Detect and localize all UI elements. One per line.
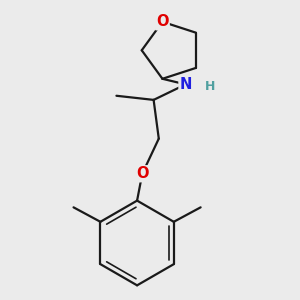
Text: N: N: [179, 77, 192, 92]
Text: O: O: [156, 14, 169, 29]
Text: H: H: [205, 80, 216, 94]
Text: O: O: [136, 166, 148, 181]
